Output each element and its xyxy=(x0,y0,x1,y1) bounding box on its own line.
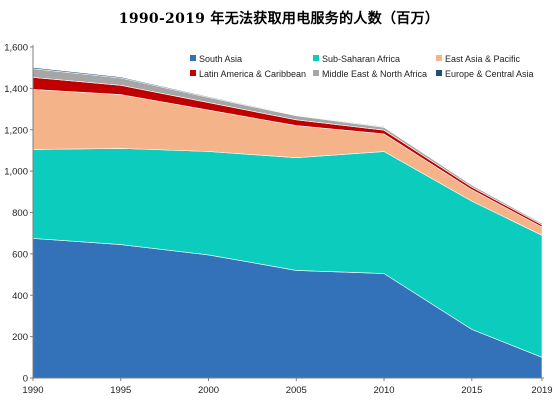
y-tick-label: 0 xyxy=(23,374,28,385)
legend-item-middle-east-and-north-africa: Middle East & North Africa xyxy=(313,69,427,79)
legend-item-sub-saharan-africa: Sub-Saharan Africa xyxy=(313,54,400,64)
legend-label: Middle East & North Africa xyxy=(322,69,427,79)
y-tick-label: 800 xyxy=(12,208,28,219)
x-tick-label: 1995 xyxy=(110,385,131,396)
area-layer xyxy=(32,67,543,379)
x-tick-label: 2005 xyxy=(286,385,307,396)
legend-label: East Asia & Pacific xyxy=(445,54,521,64)
x-tick-label: 2000 xyxy=(198,385,219,396)
chart-title: 1990-2019 年无法获取用电服务的人数（百万） xyxy=(118,11,440,27)
legend-label: South Asia xyxy=(199,54,242,64)
legend-item-east-asia-and-pacific: East Asia & Pacific xyxy=(436,54,521,64)
legend-swatch xyxy=(436,70,442,76)
legend-swatch xyxy=(436,55,442,61)
y-tick-label: 200 xyxy=(12,332,28,343)
legend-item-latin-america-and-caribbean: Latin America & Caribbean xyxy=(190,69,306,79)
area-europe-and-central-asia xyxy=(32,67,543,224)
legend-swatch xyxy=(190,70,196,76)
axes-layer: 0 200 400 600 800 1,000 1,200 1,400 1,600 1990 199… xyxy=(4,43,552,397)
legend-item-europe-and-central-asia: Europe & Central Asia xyxy=(436,69,534,79)
legend-label: Europe & Central Asia xyxy=(445,69,534,79)
legend-label: Latin America & Caribbean xyxy=(199,69,306,79)
legend-swatch xyxy=(313,70,319,76)
legend: South Asia Sub-Saharan Africa East Asia & … xyxy=(190,54,534,79)
y-tick-label: 400 xyxy=(12,291,28,302)
legend-item-south-asia: South Asia xyxy=(190,54,242,64)
y-tick-label: 600 xyxy=(12,249,28,260)
y-tick-label: 1,400 xyxy=(4,84,28,95)
y-tick-label: 1,000 xyxy=(4,167,28,178)
legend-label: Sub-Saharan Africa xyxy=(322,54,400,64)
x-tick-label: 2010 xyxy=(373,385,394,396)
x-tick-label: 2019 xyxy=(531,385,552,396)
x-tick-label: 1990 xyxy=(22,385,43,396)
y-tick-label: 1,200 xyxy=(4,125,28,136)
y-tick-label: 1,600 xyxy=(4,43,28,54)
x-tick-label: 2015 xyxy=(461,385,482,396)
legend-swatch xyxy=(313,55,319,61)
legend-swatch xyxy=(190,55,196,61)
